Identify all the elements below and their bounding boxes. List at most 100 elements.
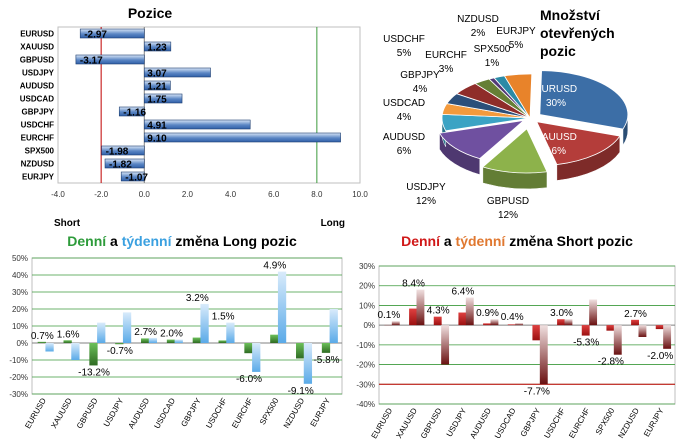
long-daily-bar-gbpjpy: [192, 337, 201, 343]
pie-label-xauusd: XAUUSD 16%: [535, 132, 577, 157]
short-category-label-gbpjpy: GBPJPY: [519, 406, 543, 438]
bar-nzdusd: [104, 158, 145, 169]
long-category-label-nzdusd: NZDUSD: [282, 396, 307, 430]
long-daily-bar-usdjpy: [115, 343, 124, 345]
short-title-part-3: týdenní: [456, 233, 507, 249]
short-data-label-eurchf: -5.3%: [573, 338, 599, 349]
pie-label-spx500: SPX500 1%: [474, 44, 511, 69]
pie-slice-gbpusd: [482, 128, 548, 174]
long-y-tick-label: 10%: [12, 322, 28, 331]
pie-label-usdchf: USDCHF 5%: [383, 34, 425, 59]
x-tick-label: -4.0: [51, 190, 65, 199]
long-category-label-eurchf: EURCHF: [230, 396, 255, 429]
long-change-title: Denní a týdenní změna Long pozic: [67, 233, 297, 249]
short-category-label-eurusd: EURUSD: [370, 406, 395, 440]
x-tick-label: 4.0: [225, 190, 237, 199]
pie-label-usdcad: USDCAD 4%: [383, 98, 425, 123]
bar-eurchf: [143, 132, 341, 143]
long-daily-bar-spx500: [270, 334, 279, 343]
category-label-eurchf: EURCHF: [21, 134, 54, 143]
pie-label-gbpjpy: GBPJPY 4%: [400, 70, 440, 95]
short-data-label-usdcad: 0.4%: [501, 312, 524, 323]
category-label-usdchf: USDCHF: [21, 121, 54, 130]
long-data-label-spx500: 4.9%: [263, 261, 286, 272]
long-weekly-bar-nzdusd: [303, 343, 313, 384]
short-data-label-spx500: -2.8%: [598, 357, 624, 368]
pie-label-eurusd: EURUSD 30%: [535, 84, 577, 109]
short-title-part-2: a: [440, 233, 456, 249]
short-weekly-bar-spx500: [613, 325, 622, 355]
long-change-chart-svg: Denní a týdenní změna Long pozic -30% -20…: [9, 233, 343, 430]
short-change-chart-svg: Denní a týdenní změna Short pozic -40% -3…: [356, 233, 676, 440]
value-label-usdcad: 1.75: [147, 95, 167, 106]
long-y-tick-label: -10%: [9, 356, 28, 365]
long-weekly-bar-eurchf: [252, 343, 261, 372]
short-weekly-bar-gbpjpy: [539, 325, 548, 385]
short-daily-bar-xauusd: [409, 308, 417, 326]
long-daily-bar-eurusd: [37, 341, 46, 343]
x-tick-label: 8.0: [311, 190, 323, 199]
long-title-part-2: a: [106, 233, 122, 249]
long-data-label-eurjpy: -5.8%: [313, 355, 339, 366]
pie-label-nzdusd: NZDUSD 2%: [457, 14, 499, 39]
long-category-label-gbpjpy: GBPJPY: [179, 396, 203, 428]
long-daily-bar-eurjpy: [321, 343, 331, 353]
long-title-part-4: změna Long pozic: [172, 233, 297, 249]
long-y-tick-label: 50%: [12, 254, 28, 263]
long-y-tick-label: 40%: [12, 271, 28, 280]
short-daily-bar-audusd: [483, 323, 491, 326]
pie-slice-eurjpy: [503, 73, 533, 120]
long-daily-bar-xauusd: [63, 340, 72, 343]
x-tick-label: 2.0: [182, 190, 194, 199]
short-category-label-usdcad: USDCAD: [493, 406, 518, 440]
long-weekly-bar-audusd: [148, 337, 158, 343]
short-category-label-gbpusd: GBPUSD: [419, 406, 444, 440]
long-weekly-bar-usdcad: [174, 339, 183, 343]
long-y-tick-label: 20%: [12, 305, 28, 314]
short-weekly-bar-eurchf: [589, 299, 598, 326]
short-data-label-audusd: 0.9%: [476, 308, 499, 319]
open-positions-pie-svg: Množství otevřených pozic EURUSD 30% XAUUS…: [383, 7, 629, 221]
value-label-usdjpy: 3.07: [147, 69, 167, 80]
short-daily-bar-usdcad: [507, 324, 516, 326]
long-category-label-xauusd: XAUUSD: [49, 396, 74, 430]
value-label-nzdusd: -1.82: [109, 160, 132, 171]
short-daily-bar-eurchf: [581, 325, 590, 336]
short-daily-bar-nzdusd: [631, 319, 639, 326]
long-category-label-usdchf: USDCHF: [204, 396, 229, 429]
bar-eurusd: [79, 28, 145, 39]
value-label-eurchf: 9.10: [147, 134, 167, 145]
long-daily-bar-usdcad: [166, 339, 176, 343]
short-data-label-eurjpy: -2.0%: [647, 351, 673, 362]
category-label-spx500: SPX500: [25, 147, 55, 156]
long-daily-bar-audusd: [141, 338, 150, 343]
long-category-label-usdjpy: USDJPY: [102, 396, 126, 428]
short-weekly-bar-eurusd: [391, 321, 400, 326]
short-category-label-nzdusd: NZDUSD: [616, 406, 641, 440]
short-y-tick-label: -30%: [356, 380, 375, 389]
short-weekly-bar-gbpusd: [441, 325, 450, 365]
bar-spx500: [101, 145, 145, 156]
long-title-part-3: týdenní: [122, 233, 173, 249]
short-daily-bar-spx500: [606, 325, 615, 331]
long-data-label-usdchf: 1.5%: [212, 312, 235, 323]
pie-title-line-2: otevřených: [540, 25, 615, 41]
long-daily-bar-usdchf: [218, 340, 227, 343]
long-daily-bar-gbpusd: [89, 343, 98, 366]
short-data-label-usdjpy: 6.4%: [451, 287, 474, 298]
short-y-tick-label: 30%: [359, 262, 375, 271]
short-change-chart: Denní a týdenní změna Short pozic -40% -3…: [345, 226, 680, 446]
long-change-chart: Denní a týdenní změna Long pozic -30% -20…: [0, 226, 345, 446]
category-label-nzdusd: NZDUSD: [21, 160, 55, 169]
pie-label-eurchf: EURCHF 3%: [425, 50, 467, 75]
short-data-label-eurusd: 0.1%: [377, 310, 400, 321]
short-weekly-bar-audusd: [490, 319, 499, 326]
short-category-label-spx500: SPX500: [594, 406, 617, 436]
long-y-tick-label: -30%: [9, 390, 28, 399]
pie-title-line-3: pozic: [540, 43, 576, 59]
bar-usdcad: [143, 93, 183, 104]
short-daily-bar-gbpjpy: [532, 325, 541, 341]
long-data-label-nzdusd: -9.1%: [288, 386, 314, 397]
long-weekly-bar-xauusd: [71, 343, 80, 360]
bar-usdchf: [143, 119, 251, 130]
